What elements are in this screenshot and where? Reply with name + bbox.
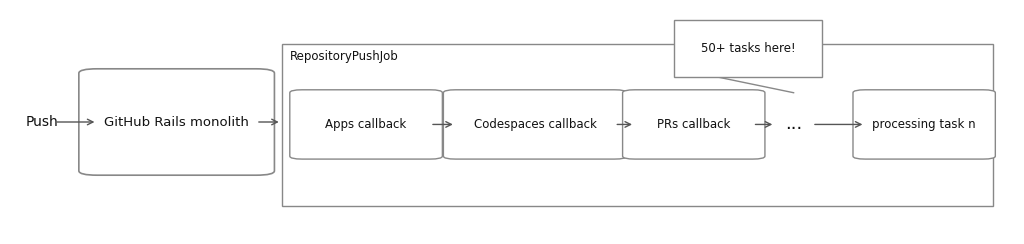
- Text: GitHub Rails monolith: GitHub Rails monolith: [104, 115, 249, 129]
- FancyBboxPatch shape: [853, 90, 995, 159]
- FancyBboxPatch shape: [623, 90, 765, 159]
- Bar: [674, 20, 822, 77]
- FancyBboxPatch shape: [443, 90, 627, 159]
- Bar: [282, 44, 993, 206]
- Text: Apps callback: Apps callback: [326, 118, 407, 131]
- Text: Codespaces callback: Codespaces callback: [474, 118, 596, 131]
- Text: 50+ tasks here!: 50+ tasks here!: [700, 42, 796, 55]
- Text: PRs callback: PRs callback: [657, 118, 730, 131]
- FancyBboxPatch shape: [79, 69, 274, 175]
- FancyBboxPatch shape: [290, 90, 442, 159]
- Text: Push: Push: [26, 115, 58, 129]
- Text: processing task n: processing task n: [872, 118, 976, 131]
- Text: RepositoryPushJob: RepositoryPushJob: [290, 50, 398, 63]
- Text: ...: ...: [785, 115, 802, 133]
